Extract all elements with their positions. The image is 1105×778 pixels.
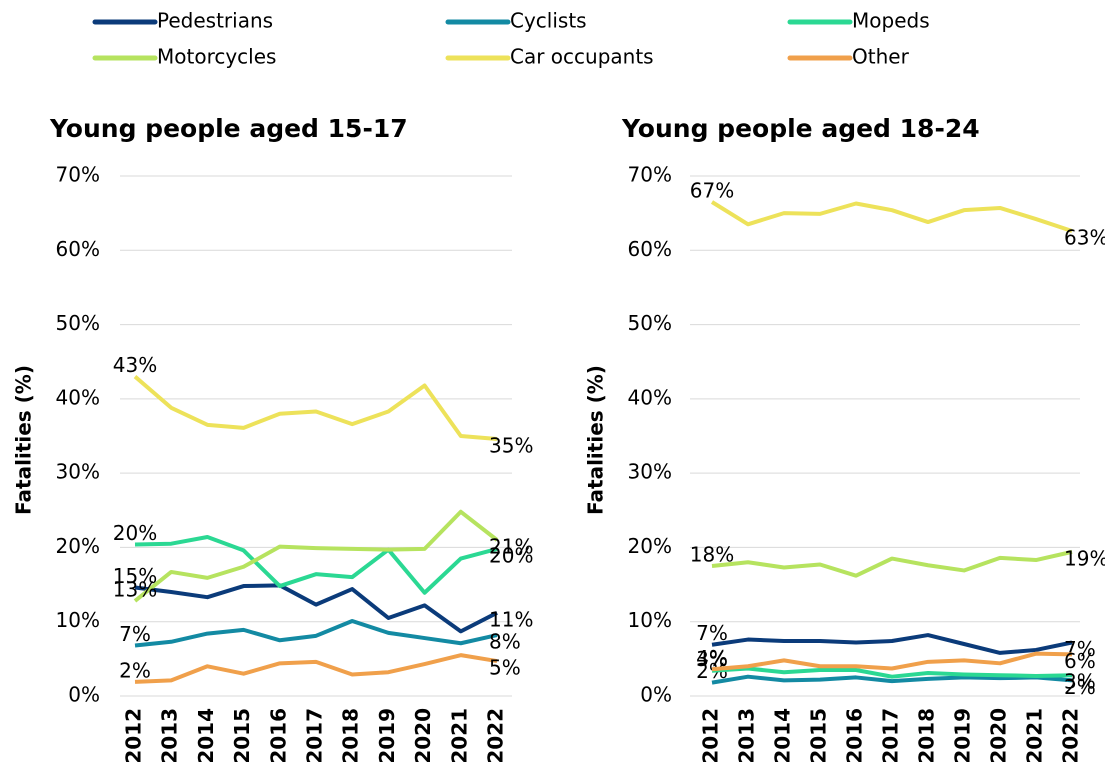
series-line	[711, 633, 1073, 655]
y-tick-label: 30%	[628, 460, 672, 484]
y-tick-label: 70%	[628, 163, 672, 187]
data-label: 11%	[489, 607, 533, 631]
data-label: 43%	[113, 353, 157, 377]
series-line	[133, 509, 499, 603]
x-tick-label: 2012	[122, 708, 146, 764]
x-tick-label: 2020	[411, 708, 435, 764]
y-axis-label: Fatalities (%)	[584, 365, 608, 515]
x-tick-label: 2019	[375, 708, 399, 764]
data-label: 15%	[113, 564, 157, 588]
legend-label: Mopeds	[852, 9, 930, 33]
y-tick-label: 60%	[628, 237, 672, 261]
x-tick-label: 2013	[735, 708, 759, 764]
series-line	[711, 674, 1073, 685]
data-label: 7%	[119, 622, 151, 646]
x-tick-label: 2015	[230, 708, 254, 764]
x-tick-label: 2021	[447, 708, 471, 764]
data-label: 2%	[119, 658, 151, 682]
x-tick-label: 2016	[843, 708, 867, 764]
legend-label: Car occupants	[510, 45, 654, 69]
data-label: 2%	[1064, 675, 1096, 699]
x-tick-label: 2019	[951, 708, 975, 764]
y-tick-label: 50%	[628, 311, 672, 335]
data-label: 13%	[113, 577, 157, 601]
data-label: 8%	[489, 630, 521, 654]
series-line	[710, 200, 1073, 233]
x-tick-label: 2022	[1059, 708, 1083, 764]
y-tick-label: 0%	[640, 683, 672, 707]
chart-title: Young people aged 15-17	[49, 114, 408, 143]
y-tick-label: 10%	[56, 608, 100, 632]
y-tick-label: 20%	[628, 534, 672, 558]
data-label: 20%	[489, 543, 533, 567]
data-label: 19%	[1064, 546, 1105, 570]
x-tick-label: 2014	[771, 708, 795, 764]
data-label: 18%	[690, 543, 734, 567]
data-label: 6%	[1064, 649, 1096, 673]
data-label: 21%	[489, 535, 533, 559]
data-label: 67%	[690, 179, 734, 203]
series-line	[134, 535, 498, 595]
x-tick-label: 2017	[303, 708, 327, 764]
data-label: 63%	[1064, 225, 1105, 249]
legend-label: Other	[852, 45, 910, 69]
x-tick-label: 2013	[158, 708, 182, 764]
x-tick-label: 2014	[194, 708, 218, 764]
y-tick-label: 70%	[56, 163, 100, 187]
y-axis-label: Fatalities (%)	[12, 365, 36, 515]
legend-label: Cyclists	[510, 9, 587, 33]
series-line	[134, 653, 498, 684]
data-label: 35%	[489, 433, 533, 457]
legend-label: Motorcycles	[157, 45, 276, 69]
x-tick-label: 2015	[807, 708, 831, 764]
chart-title: Young people aged 18-24	[621, 114, 980, 143]
x-tick-label: 2018	[915, 708, 939, 764]
x-tick-label: 2017	[879, 708, 903, 764]
x-tick-label: 2016	[266, 708, 290, 764]
series-line	[711, 549, 1073, 578]
y-tick-label: 20%	[56, 534, 100, 558]
data-label: 3%	[1064, 670, 1096, 694]
x-tick-label: 2022	[484, 708, 508, 764]
x-tick-label: 2012	[699, 708, 723, 764]
y-tick-label: 60%	[56, 237, 100, 261]
x-tick-label: 2020	[987, 708, 1011, 764]
legend-label: Pedestrians	[157, 9, 273, 33]
x-tick-label: 2021	[1023, 708, 1047, 764]
series-line	[134, 583, 498, 634]
y-tick-label: 40%	[628, 385, 672, 409]
series-line	[711, 666, 1073, 679]
x-tick-label: 2018	[339, 708, 363, 764]
series-line	[134, 618, 498, 648]
series-line	[133, 375, 498, 441]
y-tick-label: 30%	[56, 460, 100, 484]
series-line	[711, 651, 1073, 672]
y-tick-label: 40%	[56, 385, 100, 409]
y-tick-label: 50%	[56, 311, 100, 335]
y-tick-label: 0%	[68, 683, 100, 707]
data-label: 7%	[696, 621, 728, 645]
y-tick-label: 10%	[628, 608, 672, 632]
data-label: 20%	[113, 521, 157, 545]
data-label: 5%	[489, 656, 521, 680]
data-label: 4%	[696, 646, 728, 670]
data-label: 7%	[1064, 637, 1096, 661]
